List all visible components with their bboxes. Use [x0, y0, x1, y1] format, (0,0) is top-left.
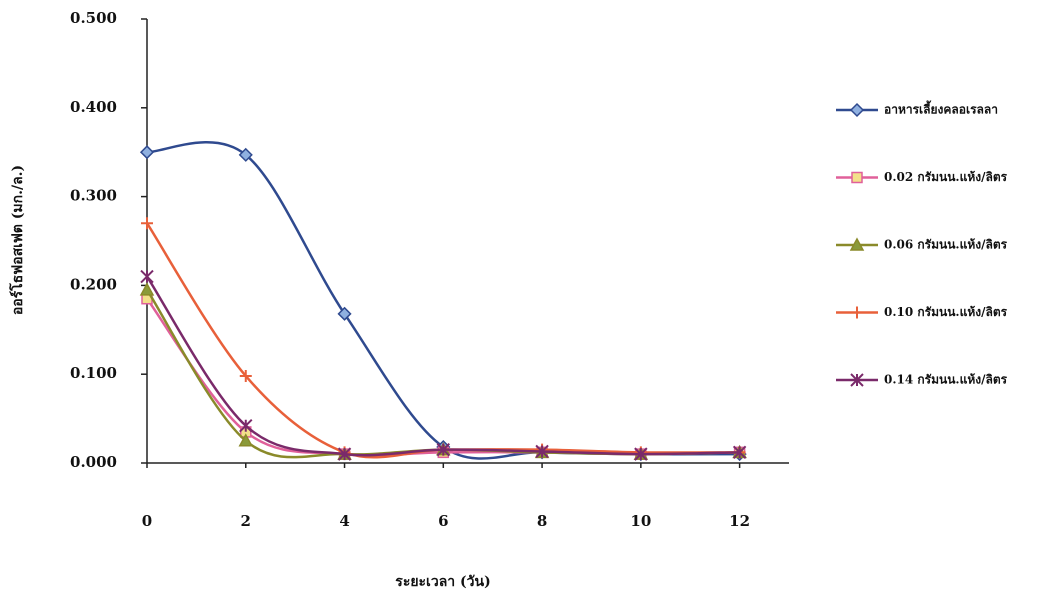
y-axis-label: ออร์โธฟอสเฟต (มก./ล.): [8, 165, 26, 315]
data-point: [634, 447, 648, 461]
legend-marker: [851, 171, 863, 184]
legend-marker: [849, 102, 865, 118]
data-point: [337, 306, 352, 321]
data-point: [239, 369, 252, 382]
legend-marker: [849, 237, 865, 251]
legend-label: 0.10 กรัมนน.แห้ง/ลิตร: [884, 305, 1008, 319]
legend-label: 0.06 กรัมนน.แห้ง/ลิตร: [884, 238, 1008, 252]
data-point: [436, 442, 451, 457]
x-tick-label: 0: [142, 512, 152, 530]
data-point: [141, 217, 153, 230]
y-tick-label: 0.300: [70, 187, 117, 205]
data-point: [337, 447, 352, 461]
legend-label: อาหารเลี้ยงคลอเรลลา: [884, 100, 998, 117]
data-point: [140, 269, 154, 284]
data-point: [732, 445, 747, 460]
data-point: [238, 147, 253, 162]
data-point: [535, 444, 549, 459]
legend-marker: [851, 306, 863, 319]
x-axis-label: ระยะเวลา (วัน): [395, 574, 490, 590]
y-tick-label: 0.100: [70, 364, 117, 382]
y-tick-label: 0.400: [70, 98, 117, 116]
series-line: [145, 275, 740, 457]
y-tick-label: 0.500: [70, 9, 117, 27]
x-tick-label: 4: [339, 512, 349, 530]
data-point: [139, 282, 155, 296]
y-tick-label: 0.200: [70, 275, 117, 293]
x-tick-label: 6: [438, 512, 448, 530]
data-point: [239, 418, 253, 433]
x-tick-label: 12: [729, 512, 750, 530]
x-tick-label: 2: [241, 512, 251, 530]
series-line: [145, 289, 740, 459]
legend-label: 0.02 กรัมนน.แห้ง/ลิตร: [884, 170, 1008, 184]
data-point: [139, 145, 155, 160]
series-line: [146, 141, 740, 460]
data-point: [238, 433, 254, 447]
legend-marker: [850, 373, 864, 387]
x-tick-label: 8: [537, 512, 547, 530]
y-tick-label: 0.000: [70, 453, 117, 471]
legend-label: 0.14 กรัมนน.แห้ง/ลิตร: [884, 373, 1008, 387]
x-tick-label: 10: [630, 512, 651, 530]
